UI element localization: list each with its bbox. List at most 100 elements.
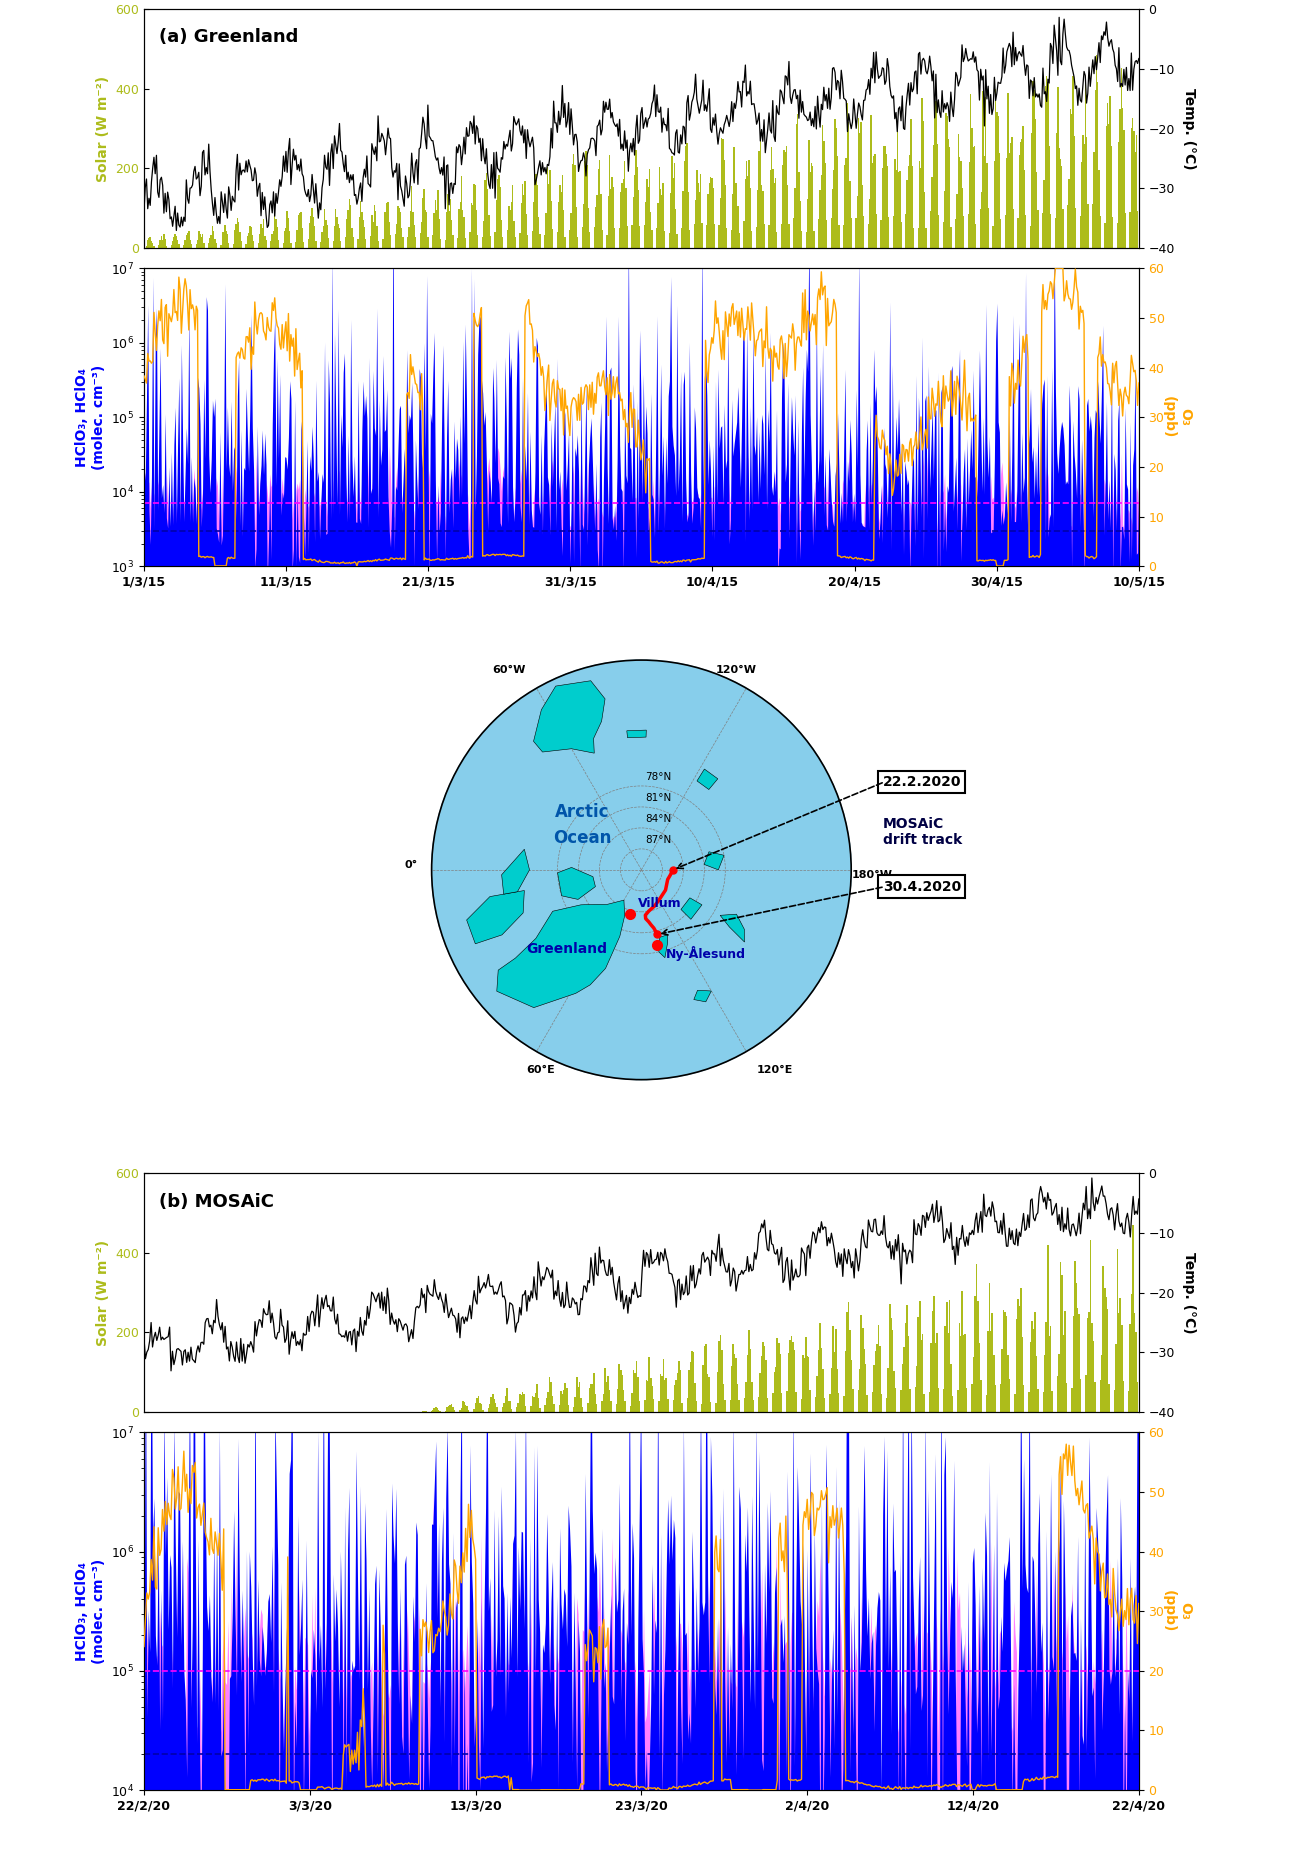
Bar: [730, 230, 733, 249]
Bar: [606, 1382, 607, 1412]
Bar: [415, 237, 416, 249]
Bar: [359, 217, 360, 249]
Bar: [864, 1349, 865, 1412]
Bar: [675, 208, 677, 249]
Bar: [966, 1388, 967, 1412]
Bar: [487, 189, 488, 249]
Bar: [589, 232, 590, 249]
Bar: [992, 226, 994, 249]
Bar: [351, 228, 352, 249]
Bar: [1111, 147, 1113, 249]
Bar: [757, 191, 759, 249]
Bar: [876, 213, 877, 249]
Bar: [1134, 1313, 1135, 1412]
Bar: [907, 1336, 910, 1412]
Bar: [974, 147, 975, 249]
Bar: [264, 236, 266, 249]
Bar: [594, 1393, 596, 1412]
Bar: [724, 1401, 725, 1412]
Text: 87°N: 87°N: [645, 835, 672, 844]
Bar: [1073, 137, 1075, 249]
Bar: [1043, 180, 1045, 249]
Bar: [308, 239, 309, 249]
Bar: [1068, 178, 1069, 249]
Bar: [480, 1404, 482, 1412]
Polygon shape: [696, 770, 717, 790]
Bar: [648, 1358, 651, 1412]
Bar: [1060, 1261, 1062, 1412]
Bar: [982, 193, 983, 249]
Bar: [623, 180, 624, 249]
Bar: [1119, 109, 1121, 249]
Bar: [1128, 1391, 1130, 1412]
Bar: [473, 204, 474, 249]
Bar: [490, 1404, 491, 1412]
Bar: [725, 186, 726, 249]
Bar: [1043, 1391, 1045, 1412]
Bar: [1007, 158, 1008, 249]
Bar: [538, 1399, 539, 1412]
Bar: [1089, 1239, 1092, 1412]
Bar: [274, 213, 275, 249]
Bar: [915, 1386, 916, 1412]
Bar: [271, 234, 274, 249]
Bar: [723, 139, 724, 249]
Bar: [785, 147, 787, 249]
Bar: [787, 1391, 788, 1412]
Bar: [314, 226, 315, 249]
Bar: [546, 213, 547, 249]
Bar: [185, 239, 186, 249]
Bar: [918, 228, 919, 249]
Bar: [836, 1369, 838, 1412]
Bar: [1088, 1313, 1090, 1412]
Bar: [323, 210, 325, 249]
Bar: [592, 1384, 593, 1412]
Bar: [573, 1406, 575, 1412]
Bar: [534, 1393, 537, 1412]
Bar: [1009, 152, 1011, 249]
Bar: [563, 1389, 564, 1412]
Bar: [563, 210, 564, 249]
Bar: [446, 1408, 448, 1412]
Y-axis label: HClO₃, HClO₄
(molec. cm⁻³): HClO₃, HClO₄ (molec. cm⁻³): [76, 1558, 106, 1664]
Bar: [969, 161, 970, 249]
Bar: [162, 239, 164, 249]
Bar: [531, 230, 533, 249]
Bar: [607, 1376, 609, 1412]
Bar: [865, 1365, 867, 1412]
Bar: [863, 215, 864, 249]
Bar: [1096, 56, 1097, 249]
Bar: [825, 163, 826, 249]
Bar: [1117, 223, 1118, 249]
Bar: [224, 224, 225, 249]
Bar: [721, 137, 723, 249]
Bar: [846, 158, 847, 249]
Bar: [1069, 109, 1071, 249]
Bar: [459, 202, 461, 249]
Bar: [376, 226, 377, 249]
Bar: [888, 217, 889, 249]
Bar: [398, 208, 401, 249]
Bar: [408, 226, 410, 249]
Text: 78°N: 78°N: [645, 772, 672, 781]
Bar: [657, 202, 658, 249]
Bar: [173, 237, 174, 249]
Bar: [596, 206, 597, 249]
Bar: [929, 1391, 931, 1412]
Bar: [890, 1319, 891, 1412]
Bar: [889, 1304, 890, 1412]
Bar: [747, 1330, 750, 1412]
Bar: [361, 211, 363, 249]
Bar: [586, 165, 588, 249]
Bar: [535, 1384, 538, 1412]
Bar: [805, 1337, 806, 1412]
Bar: [796, 124, 797, 249]
Bar: [545, 236, 546, 249]
Bar: [1136, 135, 1138, 249]
Bar: [524, 1395, 525, 1412]
Bar: [357, 239, 359, 249]
Text: 30.4.2020: 30.4.2020: [882, 879, 961, 894]
Bar: [901, 223, 902, 249]
Bar: [1012, 210, 1013, 249]
Bar: [178, 245, 179, 249]
